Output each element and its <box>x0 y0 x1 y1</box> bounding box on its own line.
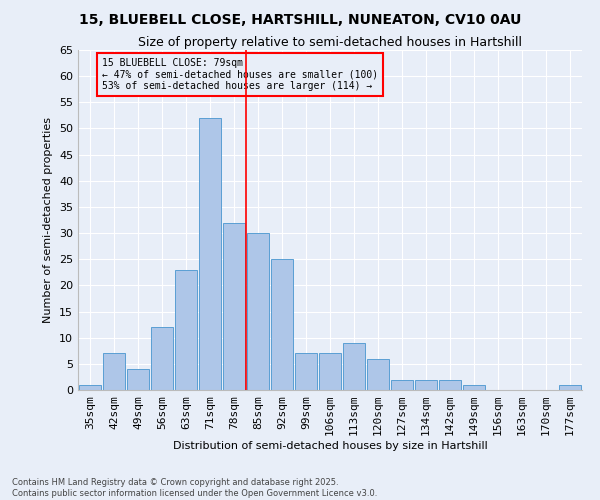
Bar <box>295 354 317 390</box>
Text: 15, BLUEBELL CLOSE, HARTSHILL, NUNEATON, CV10 0AU: 15, BLUEBELL CLOSE, HARTSHILL, NUNEATON,… <box>79 12 521 26</box>
Bar <box>103 354 125 390</box>
Bar <box>199 118 221 390</box>
Bar <box>463 385 485 390</box>
Bar <box>439 380 461 390</box>
Bar <box>247 233 269 390</box>
Bar <box>367 358 389 390</box>
Bar <box>559 385 581 390</box>
Bar <box>319 354 341 390</box>
Bar <box>391 380 413 390</box>
Bar <box>343 343 365 390</box>
Title: Size of property relative to semi-detached houses in Hartshill: Size of property relative to semi-detach… <box>138 36 522 49</box>
Bar <box>79 385 101 390</box>
Bar <box>151 327 173 390</box>
Bar <box>175 270 197 390</box>
Bar <box>127 369 149 390</box>
Text: Contains HM Land Registry data © Crown copyright and database right 2025.
Contai: Contains HM Land Registry data © Crown c… <box>12 478 377 498</box>
Bar <box>415 380 437 390</box>
Text: 15 BLUEBELL CLOSE: 79sqm
← 47% of semi-detached houses are smaller (100)
53% of : 15 BLUEBELL CLOSE: 79sqm ← 47% of semi-d… <box>102 58 378 91</box>
Bar <box>271 259 293 390</box>
X-axis label: Distribution of semi-detached houses by size in Hartshill: Distribution of semi-detached houses by … <box>173 441 487 451</box>
Y-axis label: Number of semi-detached properties: Number of semi-detached properties <box>43 117 53 323</box>
Bar <box>223 222 245 390</box>
